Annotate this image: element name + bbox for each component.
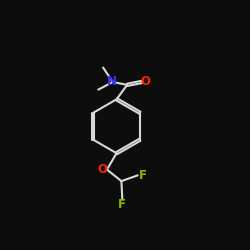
Text: F: F	[138, 169, 146, 182]
Text: N: N	[107, 74, 117, 88]
Text: O: O	[141, 74, 151, 88]
Text: O: O	[98, 163, 108, 176]
Text: F: F	[118, 198, 126, 211]
